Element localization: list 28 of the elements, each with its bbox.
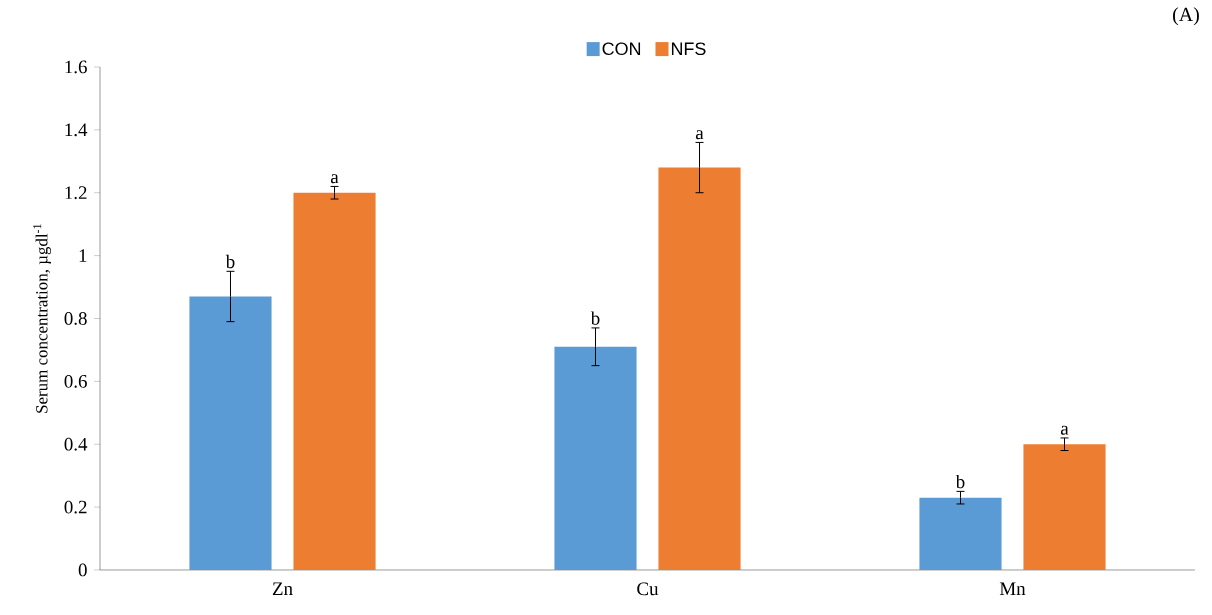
annotation: a [1060, 425, 1069, 435]
y-tick-label: 0.6 [64, 374, 87, 388]
annotation: b [225, 254, 235, 269]
x-tick-label: Mn [999, 582, 1026, 595]
bar [919, 497, 1002, 570]
annotation: a [330, 174, 339, 184]
legend-label: CON [602, 42, 641, 56]
bar [293, 192, 376, 570]
x-tick-label: Cu [637, 582, 659, 596]
y-tick-label: 1.4 [65, 123, 88, 137]
y-tick-label: 0 [78, 563, 87, 577]
y-tick-label: 1 [79, 249, 87, 262]
legend-label: NFS [671, 42, 706, 56]
annotation: a [695, 130, 704, 140]
annotation: b [590, 311, 600, 325]
y-tick-label: 0.2 [64, 500, 87, 514]
x-tick-label: Zn [272, 582, 293, 595]
y-tick-label: 0.8 [64, 312, 87, 325]
y-tick-label: 0.4 [64, 437, 88, 451]
y-tick-label: 1.2 [65, 186, 87, 200]
y-tick-label: 1.6 [65, 60, 87, 74]
bar [189, 296, 272, 570]
text: (A) [1173, 7, 1199, 26]
bar [658, 167, 741, 570]
bar [554, 346, 637, 570]
bar [1023, 444, 1106, 570]
annotation: b [955, 474, 965, 489]
y-axis-title: Serum concentration, µgdl$^{-1}$ [33, 224, 52, 413]
